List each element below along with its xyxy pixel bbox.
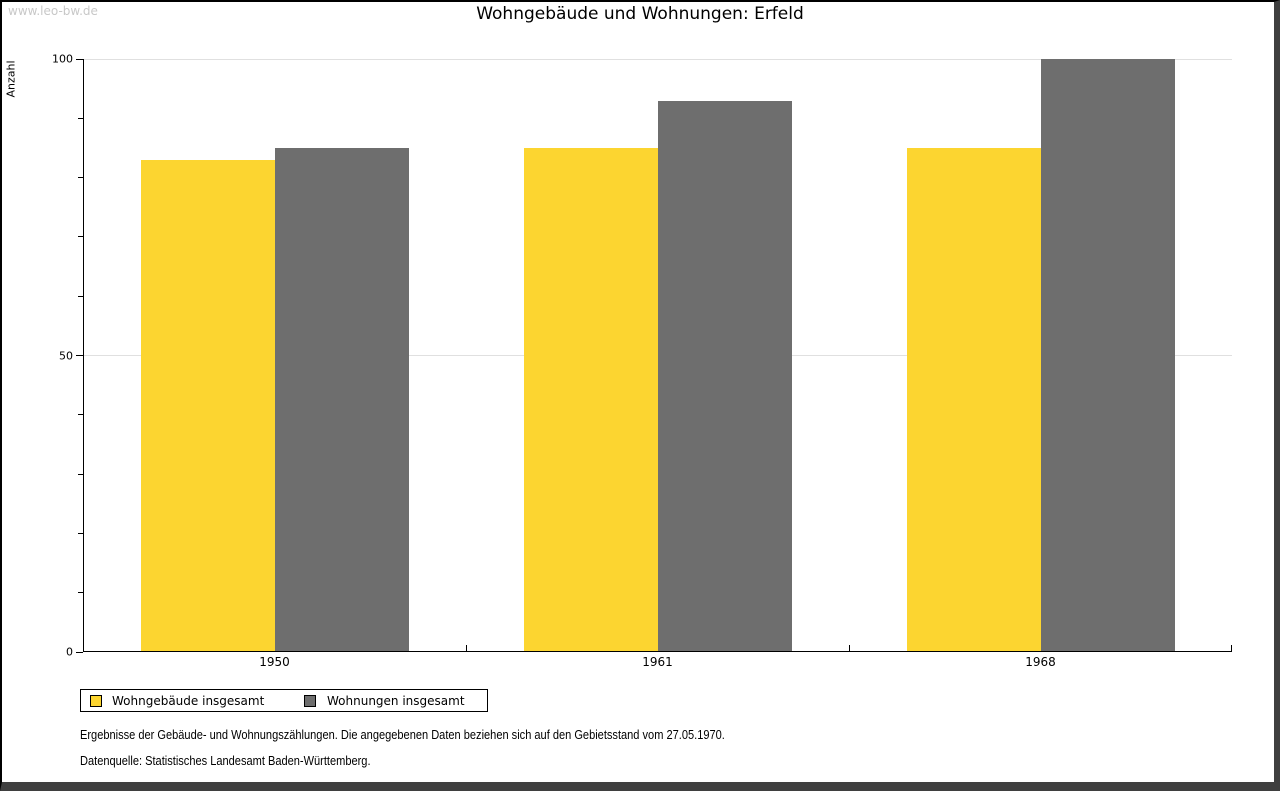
y-tick-label-50: 50 bbox=[59, 349, 73, 362]
x-axis-boundary-tick bbox=[83, 645, 84, 652]
chart-title: Wohngebäude und Wohnungen: Erfeld bbox=[476, 4, 804, 24]
gridline-100 bbox=[84, 58, 1232, 60]
y-tick-80 bbox=[78, 177, 83, 179]
legend-label-wohnungen: Wohnungen insgesamt bbox=[327, 693, 465, 708]
x-axis-line bbox=[83, 651, 1232, 652]
x-category-label-1961: 1961 bbox=[642, 655, 673, 669]
y-tick-30 bbox=[78, 473, 83, 475]
x-axis-boundary-tick bbox=[1231, 645, 1232, 652]
bar-wohnungen-insgesamt-1950 bbox=[274, 147, 409, 651]
y-tick-0 bbox=[76, 651, 83, 653]
y-tick-70 bbox=[78, 236, 83, 238]
bar-wohngebaude-insgesamt-1968 bbox=[906, 147, 1041, 651]
bar-wohngebaude-insgesamt-1950 bbox=[140, 159, 275, 651]
plot-area: 0 50 100 1950 1961 1968 bbox=[52, 53, 1232, 669]
bar-wohnungen-insgesamt-1961 bbox=[657, 100, 792, 651]
footer-note-data-source: Datenquelle: Statistisches Landesamt Bad… bbox=[80, 753, 371, 768]
y-tick-label-100: 100 bbox=[52, 52, 73, 66]
y-axis-title: Anzahl bbox=[4, 60, 18, 98]
y-axis-line bbox=[83, 59, 84, 652]
y-tick-50 bbox=[76, 355, 83, 356]
bar-wohngebaude-insgesamt-1961 bbox=[523, 147, 658, 651]
y-tick-90 bbox=[78, 117, 83, 119]
x-axis-boundary-tick bbox=[466, 645, 467, 652]
legend-swatch-wohnungen bbox=[304, 695, 316, 707]
x-category-label-1968: 1968 bbox=[1025, 655, 1056, 669]
watermark-text: www.leo-bw.de bbox=[8, 4, 98, 18]
legend-swatch-wohngebaeude bbox=[90, 695, 102, 707]
y-tick-40 bbox=[78, 414, 83, 416]
x-category-label-1950: 1950 bbox=[259, 655, 290, 669]
y-tick-100 bbox=[76, 59, 83, 60]
legend-label-wohngebaeude: Wohngebäude insgesamt bbox=[112, 693, 265, 708]
y-tick-10 bbox=[78, 592, 83, 594]
y-tick-60 bbox=[78, 295, 83, 297]
legend: Wohngebäude insgesamt Wohnungen insgesam… bbox=[80, 689, 488, 712]
y-tick-20 bbox=[78, 532, 83, 534]
x-axis-boundary-tick bbox=[849, 645, 850, 652]
bar-wohnungen-insgesamt-1968 bbox=[1040, 59, 1175, 651]
footer-note-source-period: Ergebnisse der Gebäude- und Wohnungszähl… bbox=[80, 727, 725, 742]
y-tick-label-0: 0 bbox=[66, 645, 73, 659]
